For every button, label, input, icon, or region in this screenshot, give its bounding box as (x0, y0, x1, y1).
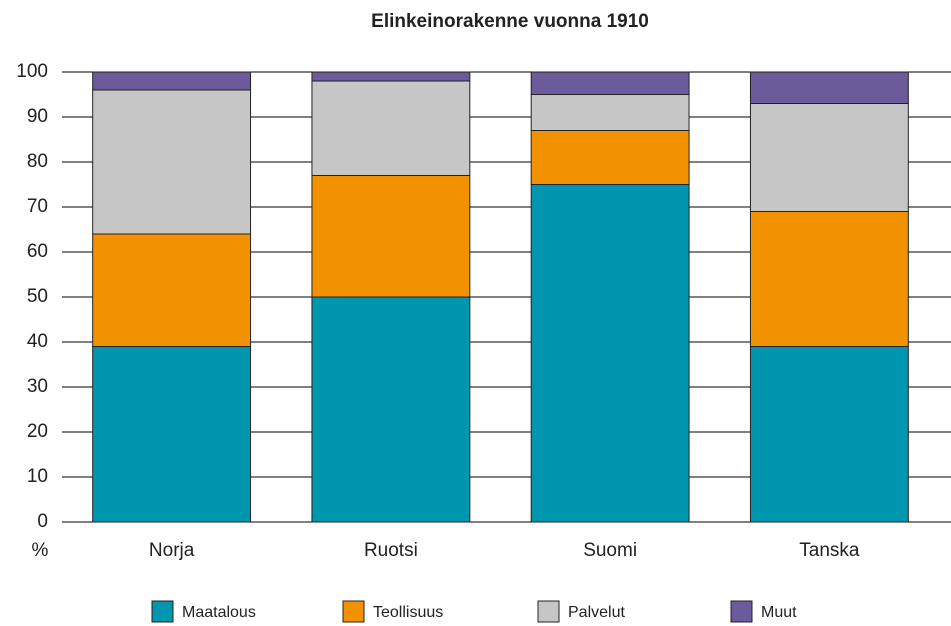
x-tick-label: Tanska (799, 540, 860, 561)
bar-segment (530, 184, 690, 523)
y-tick-label: 0 (37, 511, 48, 532)
chart-title: Elinkeinorakenne vuonna 1910 (371, 11, 649, 32)
x-tick-label: Norja (149, 540, 195, 561)
y-tick-label: 30 (27, 376, 48, 397)
legend-swatch (151, 600, 174, 623)
bar-segment (749, 71, 909, 104)
y-tick-label: 20 (27, 421, 48, 442)
legend-swatch (537, 600, 560, 623)
bar-segment (530, 94, 690, 131)
bar-segment (92, 71, 252, 91)
y-tick-label: 60 (27, 241, 48, 262)
y-tick-label: 90 (27, 106, 48, 127)
legend-swatch (730, 600, 753, 623)
y-axis-label: % (32, 540, 49, 561)
bar-segment (311, 80, 471, 176)
y-tick-label: 50 (27, 286, 48, 307)
bar-segment (530, 71, 690, 95)
legend-label: Palvelut (568, 604, 625, 621)
bar-segment (92, 233, 252, 347)
legend-label: Muut (761, 604, 797, 621)
bar-segment (92, 346, 252, 523)
x-tick-label: Ruotsi (364, 540, 418, 561)
bar-segment (311, 296, 471, 523)
bar-segment (749, 103, 909, 212)
bar-segment (92, 89, 252, 235)
y-tick-label: 80 (27, 151, 48, 172)
bar-segment (749, 211, 909, 347)
x-tick-label: Suomi (583, 540, 637, 561)
legend-swatch (342, 600, 365, 623)
bar-segment (749, 346, 909, 523)
legend-label: Maatalous (182, 604, 256, 621)
y-tick-label: 10 (27, 466, 48, 487)
y-tick-label: 100 (16, 61, 48, 82)
legend-label: Teollisuus (373, 604, 443, 621)
bar-segment (311, 71, 471, 82)
y-tick-label: 40 (27, 331, 48, 352)
bar-segment (530, 130, 690, 185)
y-tick-label: 70 (27, 196, 48, 217)
bar-segment (311, 175, 471, 298)
